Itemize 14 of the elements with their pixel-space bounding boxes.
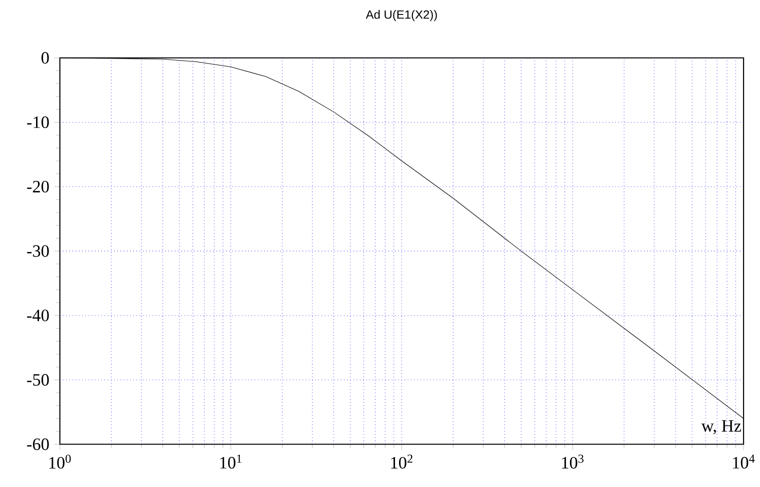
- y-tick-label: -10: [27, 116, 49, 128]
- y-tick-label: -40: [27, 310, 49, 322]
- x-tick-label: 10$^{4}$: [733, 454, 755, 469]
- y-tick-label: -50: [27, 374, 49, 386]
- x-tick-label: 10$^{1}$: [220, 454, 242, 469]
- x-axis-title: w, Hz: [701, 420, 742, 434]
- x-tick-label: 10$^{0}$: [49, 454, 71, 469]
- y-tick-label: -60: [27, 438, 49, 450]
- y-tick-label: -20: [27, 180, 49, 193]
- y-tick-label: 0: [42, 52, 49, 64]
- x-tick-label: 10$^{2}$: [391, 454, 412, 469]
- y-tick-label: -30: [27, 245, 49, 257]
- x-tick-label: 10$^{3}$: [562, 454, 584, 469]
- chart-title: Ad U(E1(X2)): [366, 10, 437, 22]
